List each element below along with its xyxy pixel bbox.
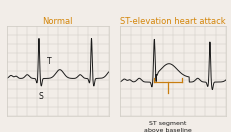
Title: Normal: Normal [43,17,73,26]
Text: S: S [39,92,44,101]
Text: ST segment
above baseline: ST segment above baseline [144,121,192,132]
Text: T: T [47,57,52,66]
Title: ST-elevation heart attack: ST-elevation heart attack [120,17,226,26]
